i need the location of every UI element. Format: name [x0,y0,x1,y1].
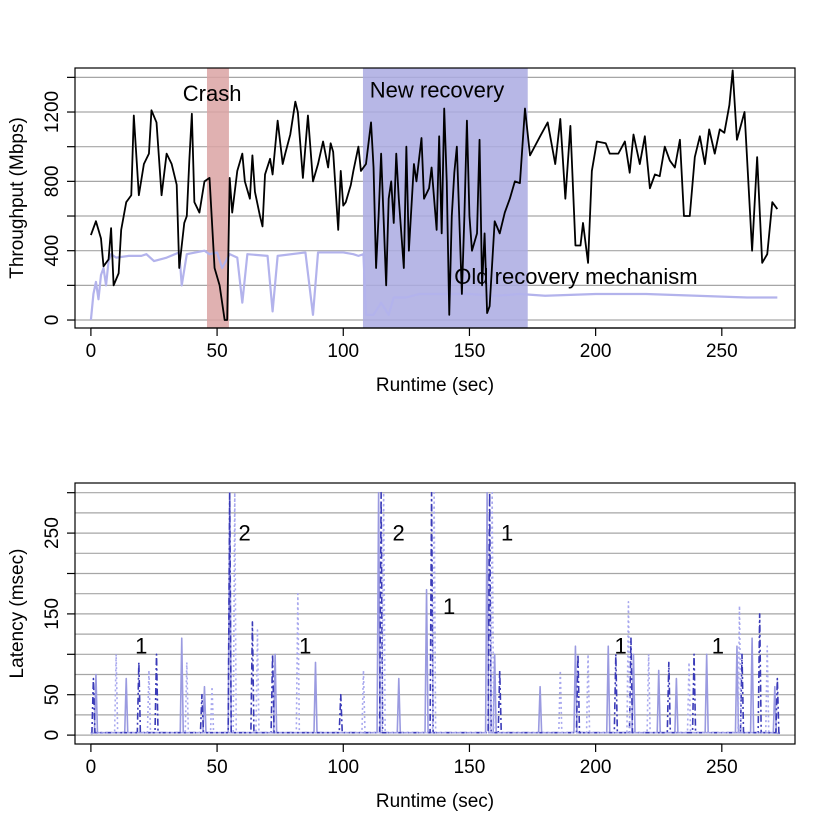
shaded-region [206,68,229,328]
x-tick-label: 200 [580,757,612,778]
spans [206,68,528,328]
y-axis-title: Throughput (Mbps) [7,117,28,279]
x-tick-label: 100 [327,341,359,362]
x-tick-label: 250 [706,757,738,778]
panel: 0 50 100 150 200 250 0 400 800 1200 Crash New recov… [7,67,796,396]
y-tick-label: 1200 [42,91,63,133]
x-tick-label: 50 [207,757,228,778]
annotation: 1 [135,634,147,659]
x-tick-label: 150 [454,341,486,362]
series-line [89,249,778,321]
plot-area [89,68,779,328]
y-tick-label: 0 [42,730,63,741]
y-tick-label: 250 [42,517,63,549]
annotation: 1 [501,521,513,546]
panel: 0 50 100 150 200 250 0 50 150 250 1 2 1 2 1 1 1 1 Runtime … [7,482,796,812]
x-tick-label: 100 [327,757,359,778]
annotation: New recovery [370,78,504,103]
annotation: 2 [392,521,404,546]
x-axis-title: Runtime (sec) [376,375,494,396]
y-tick-label: 50 [42,684,63,705]
x-axis-title: Runtime (sec) [376,791,494,812]
y-tick-label: 0 [42,315,63,326]
x-tick-label: 0 [86,757,97,778]
annotation: 2 [239,521,251,546]
y-tick-label: 150 [42,598,63,630]
y-tick-label: 400 [42,235,63,267]
x-tick-label: 150 [454,757,486,778]
annotation: Crash [183,81,242,106]
plot-area [90,491,781,735]
annotation: 1 [299,634,311,659]
x-tick-label: 50 [207,341,228,362]
x-tick-label: 200 [580,341,612,362]
x-tick-label: 250 [706,341,738,362]
annotation: 1 [443,594,455,619]
annotation: 1 [615,634,627,659]
annotation: Old recovery mechanism [454,264,697,289]
series-line [90,491,780,735]
y-axis-title: Latency (msec) [7,549,28,679]
series-line [90,69,779,321]
x-tick-label: 0 [86,341,97,362]
shaded-region [362,68,528,328]
annotation: 1 [712,634,724,659]
y-tick-label: 800 [42,166,63,198]
